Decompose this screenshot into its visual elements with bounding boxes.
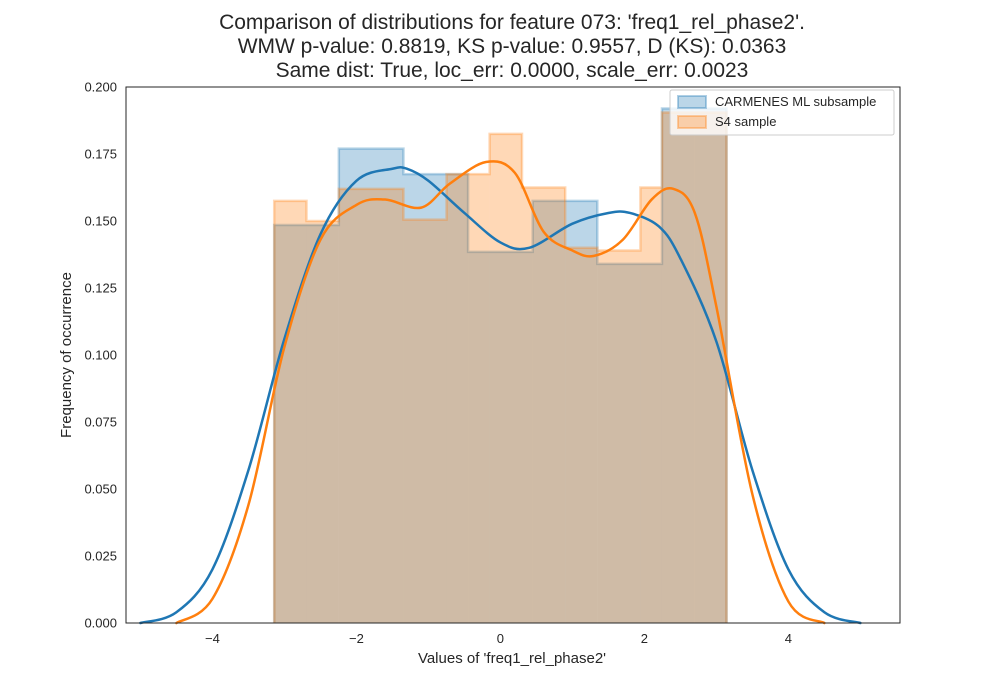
axes: −4 −2 0 2 4 0.000 0.025 0.050 0.075 0.100 0.125 0.1… [84,80,901,646]
y-tick-label: 0.200 [84,80,117,95]
histogram-bar [468,251,533,623]
legend-swatch-s4 [677,115,707,129]
plot-area [139,107,862,625]
histogram-bar [403,174,469,623]
x-tick-label: −2 [349,631,364,646]
chart-title-line-2: WMW p-value: 0.8819, KS p-value: 0.9557,… [238,35,787,58]
y-tick-label: 0.000 [84,616,117,631]
histogram-bar [274,200,307,623]
histogram-bar [489,133,522,623]
histogram-bar [306,221,339,623]
axes-frame [125,86,901,624]
legend: CARMENES ML subsample S4 sample [669,89,895,136]
y-tick-label: 0.150 [84,214,117,229]
histogram-bar [661,112,727,624]
legend-frame [669,89,895,136]
histogram-bar [532,200,598,623]
y-tick-label: 0.050 [84,482,117,497]
kde-line-series-1 [175,160,826,625]
histogram-series-0 [272,107,728,623]
chart-title-line-3: Same dist: True, loc_err: 0.0000, scale_… [276,59,749,82]
legend-label-carmenes: CARMENES ML subsample [715,94,876,109]
y-tick-label: 0.125 [84,281,117,296]
legend-swatch-carmenes [677,95,707,109]
histogram-bar [597,250,641,624]
chart-title: Comparison of distributions for feature … [219,11,805,82]
x-tick-label: 4 [785,631,792,646]
y-tick-label: 0.100 [84,348,117,363]
histogram-bar [274,225,339,623]
legend-label-s4: S4 sample [715,114,776,129]
y-tick-label: 0.075 [84,415,117,430]
x-axis-label: Values of 'freq1_rel_phase2' [418,650,606,667]
chart-title-line-1: Comparison of distributions for feature … [219,11,805,34]
y-tick-label: 0.175 [84,147,117,162]
histogram-bar [338,148,404,623]
y-tick-label: 0.025 [84,549,117,564]
x-tick-label: 2 [641,631,648,646]
histogram-series-1 [272,111,728,624]
histogram-bar [694,108,727,623]
histogram-bar [522,187,566,623]
x-tick-label: 0 [497,631,504,646]
histogram-bar [597,263,662,623]
y-axis-label: Frequency of occurrence [58,272,75,438]
histogram-bar [565,247,598,624]
histogram-bar [640,187,662,623]
x-tick-label: −4 [205,631,220,646]
histogram-bar [403,219,447,623]
histogram-bar [446,174,490,623]
histogram-bar [338,188,404,623]
histogram-bar [661,108,695,623]
